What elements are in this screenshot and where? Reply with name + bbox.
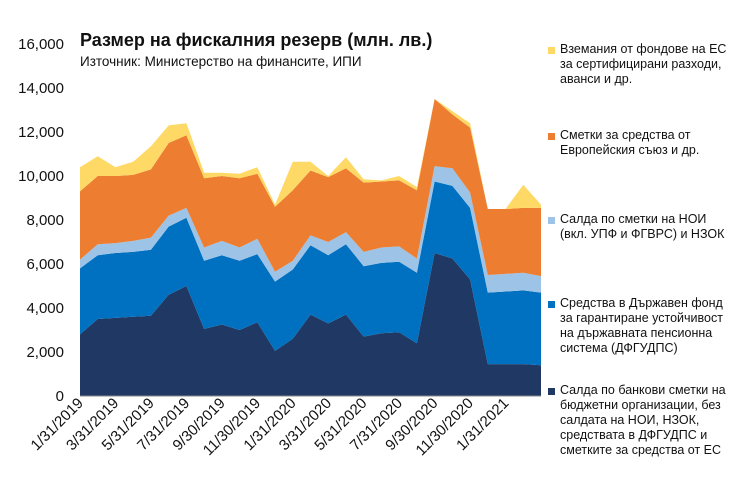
series-area-1	[80, 181, 541, 366]
series-area-0	[80, 253, 541, 396]
legend-swatch	[548, 47, 555, 54]
y-tick-label: 0	[56, 388, 64, 405]
y-tick-label: 8,000	[26, 212, 64, 229]
legend-item-dfgudps: Средства в Държавен фонд за гарантиране …	[548, 296, 736, 356]
legend-label: Салда по сметки на НОИ (вкл. УПФ и ФГВРС…	[560, 212, 725, 241]
legend-swatch	[548, 217, 555, 224]
y-tick-label: 16,000	[18, 36, 64, 53]
legend-label: Средства в Държавен фонд за гарантиране …	[560, 296, 723, 355]
y-tick-label: 10,000	[18, 168, 64, 185]
legend-item-noi-nzok: Салда по сметки на НОИ (вкл. УПФ и ФГВРС…	[548, 212, 736, 242]
legend-swatch	[548, 133, 555, 140]
y-tick-label: 2,000	[26, 344, 64, 361]
legend-swatch	[548, 301, 555, 308]
legend-item-eu-accounts: Сметки за средства от Европейския съюз и…	[548, 128, 736, 158]
chart-subtitle: Източник: Министерство на финансите, ИПИ	[80, 54, 362, 69]
series-areas	[80, 99, 541, 396]
legend-item-eu-receivables: Вземания от фондове на ЕС за сертифицира…	[548, 42, 736, 87]
chart-title: Размер на фискалния резерв (млн. лв.)	[80, 30, 433, 50]
y-tick-label: 14,000	[18, 80, 64, 97]
legend-item-budget-accounts: Салда по банкови сметки на бюджетни орга…	[548, 383, 736, 458]
legend-label: Сметки за средства от Европейския съюз и…	[560, 128, 700, 157]
series-area-2	[80, 166, 541, 293]
x-axis-ticks: 1/31/20193/31/20195/31/20197/31/20199/30…	[28, 395, 513, 459]
legend-label: Вземания от фондове на ЕС за сертифицира…	[560, 42, 727, 86]
legend-label: Салда по банкови сметки на бюджетни орга…	[560, 383, 726, 457]
y-tick-label: 4,000	[26, 300, 64, 317]
y-tick-label: 12,000	[18, 124, 64, 141]
y-tick-label: 6,000	[26, 256, 64, 273]
series-area-3	[80, 99, 541, 277]
legend-swatch	[548, 388, 555, 395]
y-axis-ticks: 0 2,000 4,000 6,000 8,000 10,000 12,000 14,000 1…	[18, 36, 64, 405]
